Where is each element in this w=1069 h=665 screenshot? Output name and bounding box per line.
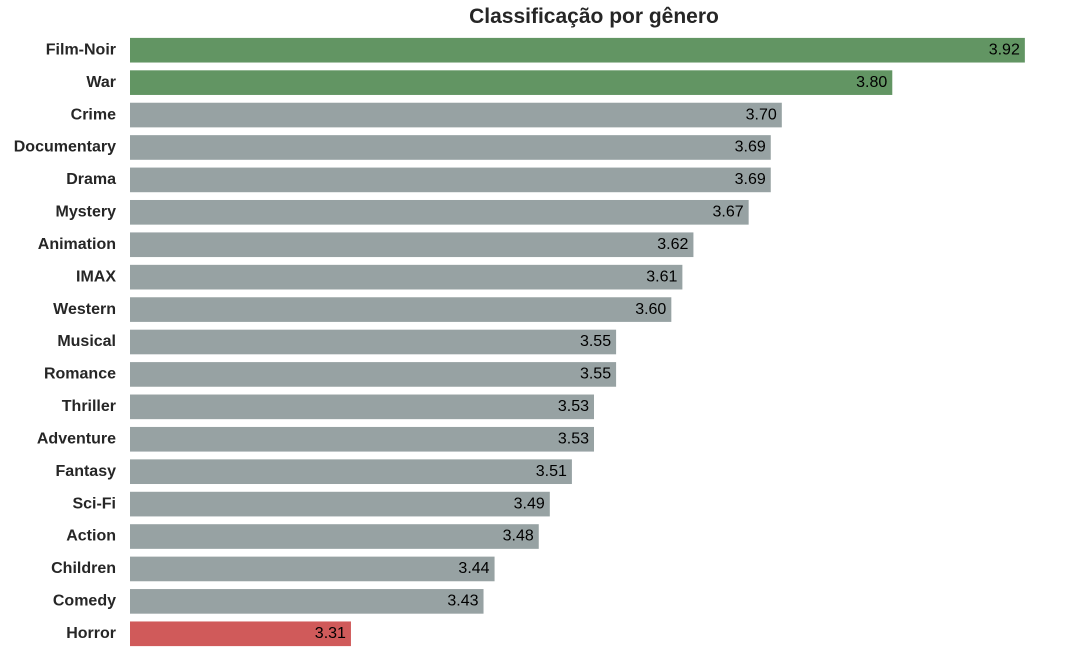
value-label: 3.67 xyxy=(713,204,744,221)
value-label: 3.55 xyxy=(580,366,611,383)
y-tick-label: Children xyxy=(51,560,116,577)
chart-title: Classificação por gênero xyxy=(469,5,719,28)
y-tick-label: Horror xyxy=(66,625,116,642)
value-label: 3.92 xyxy=(989,41,1020,58)
bar-fantasy xyxy=(130,459,572,485)
value-label: 3.49 xyxy=(514,495,545,512)
value-label: 3.44 xyxy=(458,560,489,577)
bar-crime xyxy=(130,102,782,128)
y-tick-labels: Film-Noir War Crime Documentary Drama Mystery… xyxy=(14,41,117,642)
value-labels: 3.92 3.80 3.70 3.69 3.69 3.67 3.62 3.61 3.60 3.55… xyxy=(315,41,1020,642)
value-label: 3.31 xyxy=(315,625,346,642)
value-label: 3.69 xyxy=(735,139,766,156)
y-tick-label: Thriller xyxy=(62,398,116,415)
value-label: 3.48 xyxy=(503,528,534,545)
bar-group xyxy=(130,37,1025,647)
y-tick-label: Mystery xyxy=(56,204,117,221)
value-label: 3.53 xyxy=(558,398,589,415)
bar-animation xyxy=(130,232,694,258)
bar-adventure xyxy=(130,426,594,452)
y-tick-label: Crime xyxy=(71,106,116,123)
y-tick-label: Drama xyxy=(66,171,116,188)
bar-action xyxy=(130,524,539,549)
y-tick-label: Film-Noir xyxy=(46,41,116,58)
value-label: 3.53 xyxy=(558,430,589,447)
bar-mystery xyxy=(130,199,749,225)
value-label: 3.70 xyxy=(746,106,777,123)
y-tick-label: Comedy xyxy=(53,593,116,610)
value-label: 3.61 xyxy=(646,268,677,285)
y-tick-label: War xyxy=(86,74,116,91)
bar-film-noir xyxy=(130,37,1025,63)
y-tick-label: Fantasy xyxy=(56,463,117,480)
y-tick-label: Documentary xyxy=(14,139,116,156)
bar-documentary xyxy=(130,135,771,160)
value-label: 3.60 xyxy=(635,301,666,318)
value-label: 3.43 xyxy=(447,593,478,610)
bar-romance xyxy=(130,362,617,387)
value-label: 3.55 xyxy=(580,333,611,350)
bar-musical xyxy=(130,329,617,355)
bar-western xyxy=(130,297,672,322)
y-tick-label: Romance xyxy=(44,366,116,383)
y-tick-label: IMAX xyxy=(76,268,116,285)
y-tick-label: Adventure xyxy=(37,430,116,447)
y-tick-label: Musical xyxy=(57,333,116,350)
y-tick-label: Western xyxy=(53,301,116,318)
bar-war xyxy=(130,70,893,95)
value-label: 3.69 xyxy=(735,171,766,188)
bar-thriller xyxy=(130,394,594,420)
bar-horror xyxy=(130,621,351,647)
y-tick-label: Animation xyxy=(38,236,116,253)
value-label: 3.62 xyxy=(657,236,688,253)
bar-sci-fi xyxy=(130,491,550,517)
bar-children xyxy=(130,556,495,582)
y-tick-label: Action xyxy=(66,528,116,545)
value-label: 3.80 xyxy=(856,74,887,91)
y-tick-label: Sci-Fi xyxy=(72,495,116,512)
bar-drama xyxy=(130,167,771,193)
bar-comedy xyxy=(130,589,484,614)
bar-imax xyxy=(130,264,683,290)
value-label: 3.51 xyxy=(536,463,567,480)
